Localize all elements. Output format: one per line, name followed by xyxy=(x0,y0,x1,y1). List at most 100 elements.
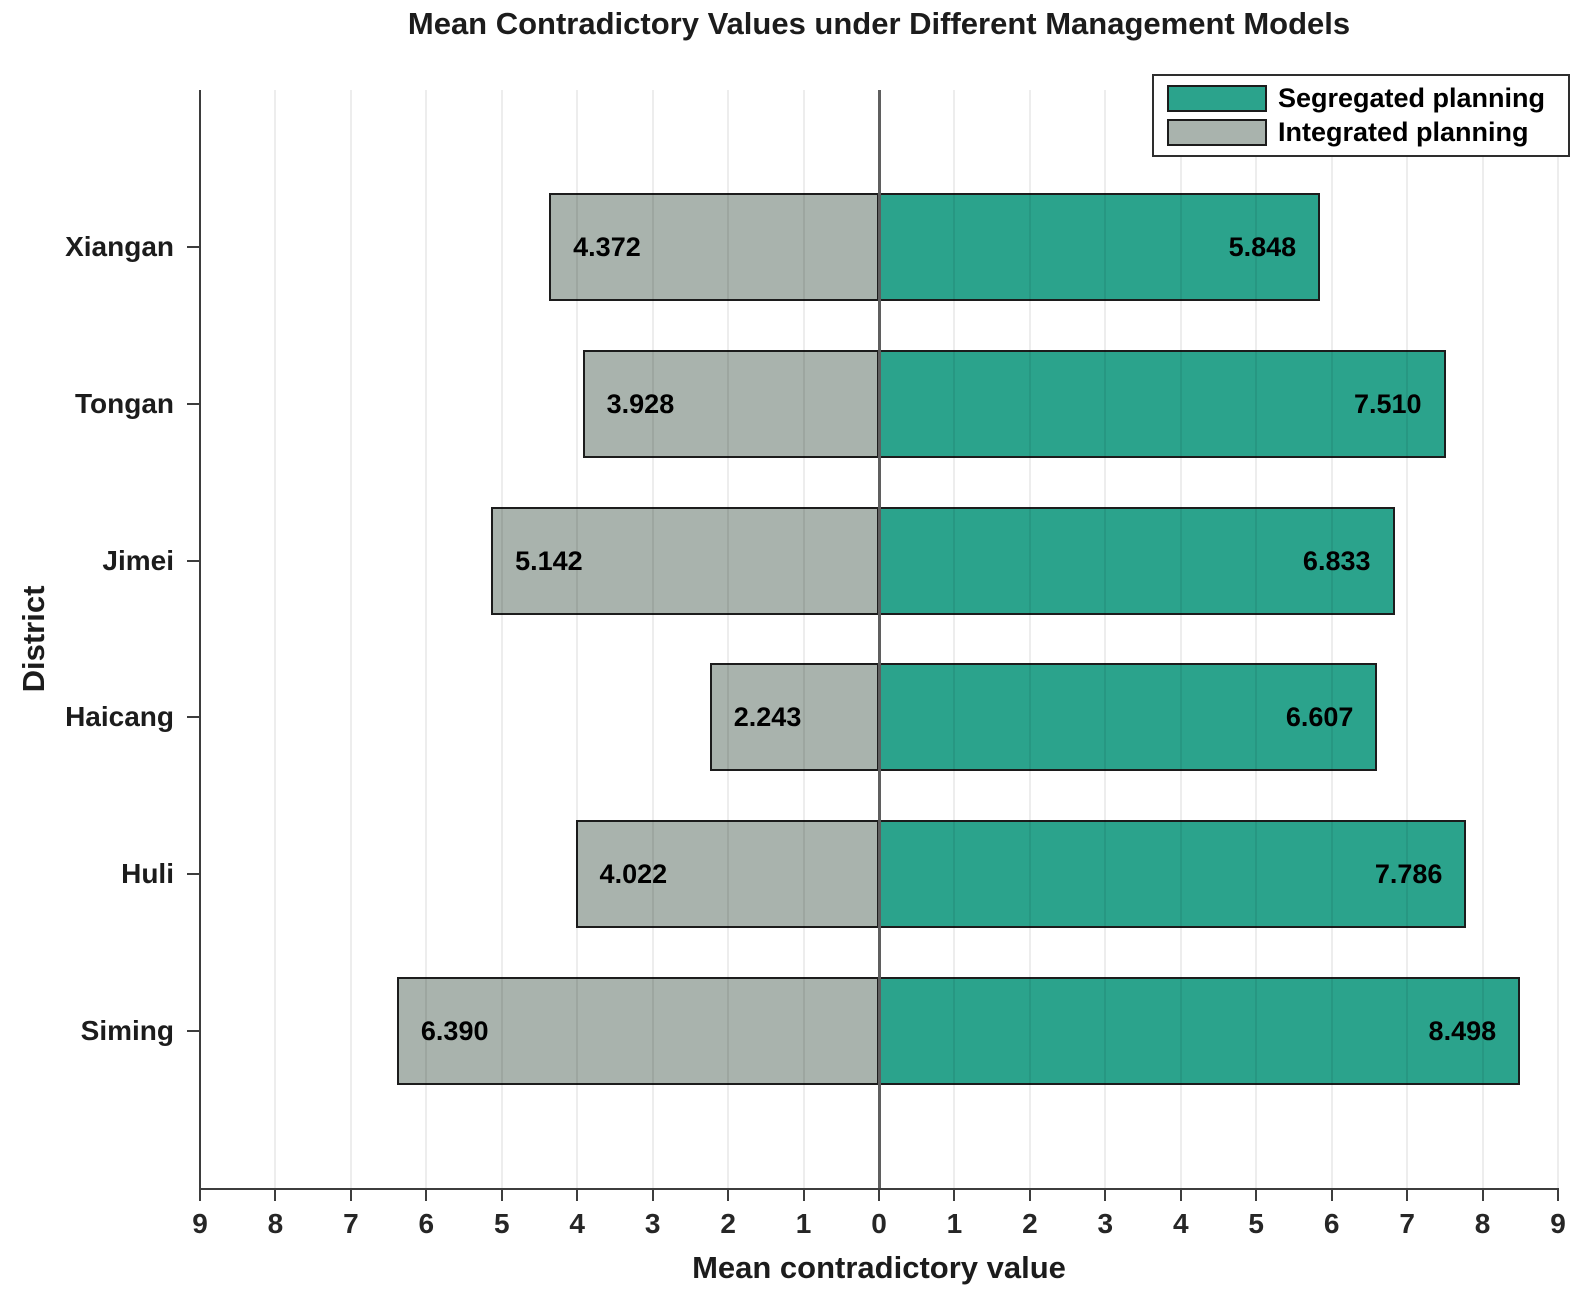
gridline xyxy=(576,90,579,1188)
legend: Segregated planning Integrated planning xyxy=(1152,74,1570,157)
x-tick xyxy=(349,1188,352,1201)
bar-integrated-huli xyxy=(575,820,879,929)
y-tick xyxy=(187,1030,200,1033)
x-tick-label: 3 xyxy=(1097,1208,1114,1239)
bar-value-segregated-xiangan: 5.848 xyxy=(1228,231,1297,262)
x-tick-label: 4 xyxy=(569,1208,585,1239)
x-tick-label: 7 xyxy=(343,1208,359,1239)
bar-value-integrated-haicang: 2.243 xyxy=(733,702,802,733)
bar-value-integrated-huli: 4.022 xyxy=(599,859,668,890)
y-axis-spine xyxy=(199,90,201,1190)
x-tick xyxy=(1481,1188,1484,1201)
gridline xyxy=(1179,90,1182,1188)
bar-value-segregated-jimei: 6.833 xyxy=(1302,545,1371,576)
x-tick-label: 5 xyxy=(1248,1208,1264,1239)
x-tick-label: 8 xyxy=(1474,1208,1491,1239)
x-tick xyxy=(199,1188,201,1201)
bar-value-integrated-siming: 6.390 xyxy=(420,1016,489,1047)
bar-segregated-tongan xyxy=(879,349,1446,458)
bar-segregated-siming xyxy=(879,977,1521,1086)
x-tick xyxy=(1028,1188,1031,1201)
bar-value-integrated-xiangan: 4.372 xyxy=(573,231,641,262)
x-tick-label: 1 xyxy=(946,1208,963,1239)
x-tick-label: 4 xyxy=(1172,1208,1189,1239)
x-tick-label: 9 xyxy=(192,1208,208,1239)
y-tick xyxy=(187,245,200,248)
gridline xyxy=(1028,90,1031,1188)
gridline xyxy=(274,90,277,1188)
gridline xyxy=(500,90,503,1188)
bar-segregated-jimei xyxy=(879,506,1395,615)
legend-swatch-segregated xyxy=(1167,84,1267,112)
x-tick xyxy=(425,1188,428,1201)
gridline xyxy=(1255,90,1258,1188)
bar-segregated-haicang xyxy=(879,663,1378,772)
gridline xyxy=(1104,90,1107,1188)
x-tick xyxy=(576,1188,579,1201)
x-tick-label: 7 xyxy=(1399,1208,1415,1239)
gridline xyxy=(651,90,654,1188)
gridline xyxy=(802,90,805,1188)
gridline xyxy=(1406,90,1409,1188)
bar-value-segregated-huli: 7.786 xyxy=(1374,859,1443,890)
x-tick xyxy=(1330,1188,1333,1201)
gridline xyxy=(953,90,956,1188)
x-tick xyxy=(1255,1188,1258,1201)
x-tick xyxy=(1557,1188,1559,1201)
gridline xyxy=(1481,90,1484,1188)
gridline xyxy=(425,90,428,1188)
x-tick xyxy=(1179,1188,1182,1201)
bar-value-segregated-siming: 8.498 xyxy=(1428,1016,1497,1047)
x-tick xyxy=(500,1188,503,1201)
x-tick xyxy=(1104,1188,1107,1201)
legend-label-segregated: Segregated planning xyxy=(1278,82,1546,113)
category-label-haicang: Haicang xyxy=(65,701,174,733)
y-tick xyxy=(187,873,200,876)
x-tick xyxy=(274,1188,277,1201)
x-tick xyxy=(878,1188,880,1201)
x-tick-label: 2 xyxy=(1022,1208,1038,1239)
x-tick-label: 2 xyxy=(720,1208,736,1239)
legend-entry-segregated: Segregated planning xyxy=(1154,81,1568,115)
x-tick-label: 5 xyxy=(493,1208,510,1239)
zero-baseline xyxy=(877,90,881,1188)
x-tick-label: 9 xyxy=(1550,1208,1566,1239)
bar-segregated-xiangan xyxy=(879,192,1321,301)
y-tick xyxy=(187,559,200,562)
bar-integrated-jimei xyxy=(491,506,879,615)
bar-value-segregated-haicang: 6.607 xyxy=(1285,702,1354,733)
x-tick-label: 1 xyxy=(795,1208,812,1239)
x-tick xyxy=(651,1188,654,1201)
bar-integrated-siming xyxy=(396,977,879,1086)
bar-value-segregated-tongan: 7.510 xyxy=(1354,388,1422,419)
legend-label-integrated: Integrated planning xyxy=(1278,116,1529,147)
category-label-tongan: Tongan xyxy=(74,387,174,419)
gridline xyxy=(727,90,730,1188)
x-tick xyxy=(802,1188,805,1201)
chart-title: Mean Contradictory Values under Differen… xyxy=(407,6,1351,41)
x-tick-label: 6 xyxy=(418,1208,435,1239)
legend-entry-integrated: Integrated planning xyxy=(1154,115,1568,149)
bar-segregated-huli xyxy=(879,820,1467,929)
x-axis-label: Mean contradictory value xyxy=(692,1250,1066,1285)
x-tick xyxy=(727,1188,730,1201)
x-tick-label: 8 xyxy=(267,1208,284,1239)
y-tick xyxy=(187,402,200,405)
x-tick xyxy=(1406,1188,1409,1201)
bar-value-integrated-jimei: 5.142 xyxy=(515,545,583,576)
category-label-siming: Siming xyxy=(80,1015,174,1047)
category-label-jimei: Jimei xyxy=(102,544,174,576)
x-tick xyxy=(953,1188,956,1201)
gridline xyxy=(349,90,352,1188)
bar-value-integrated-tongan: 3.928 xyxy=(606,388,675,419)
gridline xyxy=(1330,90,1333,1188)
gridline xyxy=(1557,90,1559,1188)
y-axis-label: District xyxy=(16,585,51,693)
plot-area: 4.372 5.848 3.928 7.510 5.142 6.833 2.243 6.607… xyxy=(200,90,1559,1188)
bar-integrated-xiangan xyxy=(549,192,879,301)
category-label-huli: Huli xyxy=(121,858,174,890)
x-tick-label: 0 xyxy=(871,1208,887,1239)
x-tick-label: 3 xyxy=(644,1208,661,1239)
y-tick xyxy=(187,716,200,719)
